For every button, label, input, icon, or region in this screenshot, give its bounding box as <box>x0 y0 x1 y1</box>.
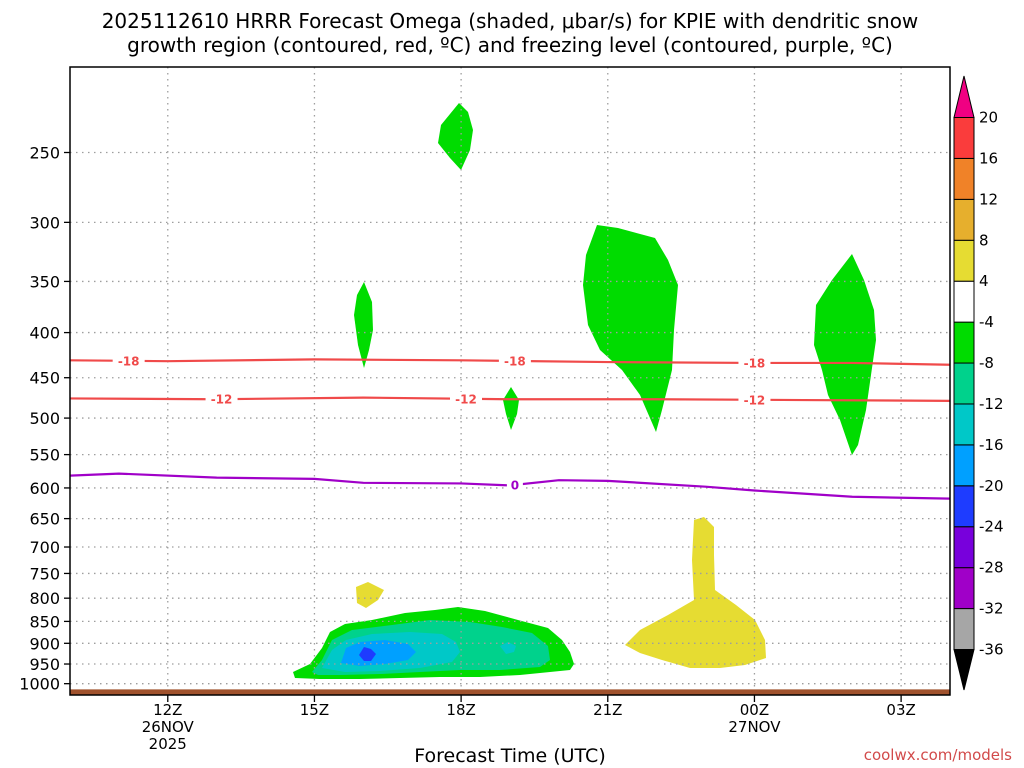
contour-label--18-0: -18 <box>118 354 140 368</box>
grid-lines <box>70 67 950 695</box>
plot-frame <box>69 66 951 696</box>
colorbar-box--8-to--4 <box>953 321 975 364</box>
y-tick-label-750: 750 <box>29 564 60 583</box>
colorbar-box-16-to-20 <box>953 117 975 159</box>
contour-label-bg--18-1 <box>498 353 531 368</box>
omega-region-sinking-16z <box>356 582 384 608</box>
omega-region-upper-18z <box>438 103 473 170</box>
x-tick-date-00Z: 27NOV <box>728 718 781 736</box>
x-tick-label-18Z: 18Z <box>446 701 475 719</box>
colorbar-label-20: 20 <box>979 109 998 127</box>
y-tick-label-700: 700 <box>29 538 60 557</box>
omega-region-mid-01z <box>814 254 876 455</box>
colorbar-arrow-high <box>953 75 975 118</box>
y-tick-label-500: 500 <box>29 409 60 428</box>
y-tick-label-600: 600 <box>29 479 60 498</box>
y-tick-label-550: 550 <box>29 446 60 465</box>
plot-area: -18 -18 -18 -12 -12 -12 0 <box>69 66 951 696</box>
y-tick-label-1000: 1000 <box>19 675 60 694</box>
contour-label-0-0: 0 <box>511 478 519 492</box>
colorbar: -36 -32 -28 -24 -20 -16 -12 -8 -4 4 8 12 16 20 <box>953 75 1004 691</box>
credit-text: coolwx.com/models <box>864 746 1012 764</box>
omega-region-mid-19z <box>503 387 519 430</box>
omega-region-lower-neg16 <box>341 640 416 666</box>
contour-label--18-2: -18 <box>744 356 766 370</box>
colorbar-label--24: -24 <box>979 518 1004 536</box>
y-tick-label-850: 850 <box>29 612 60 631</box>
colorbar-label--28: -28 <box>979 559 1004 577</box>
colorbar-box--16-to--12 <box>953 403 975 446</box>
contour-label-bg--12-1 <box>450 391 482 406</box>
colorbar-box--4-to-4 <box>953 280 975 323</box>
y-axis: 250 300 350 400 450 500 550 600 650 700 750 800 850 9… <box>19 143 70 694</box>
y-tick-label-900: 900 <box>29 634 60 653</box>
colorbar-label-4: 4 <box>979 272 989 290</box>
contour-label-bg--18-2 <box>738 355 771 370</box>
omega-region-mid-16z <box>354 282 373 368</box>
colorbar-label--4: -4 <box>979 313 994 331</box>
contour-label--12-2: -12 <box>744 393 766 407</box>
ground-surface <box>70 689 950 695</box>
y-tick-label-800: 800 <box>29 589 60 608</box>
colorbar-label--20: -20 <box>979 477 1004 495</box>
y-tick-label-400: 400 <box>29 324 60 343</box>
y-tick-label-650: 650 <box>29 510 60 529</box>
colorbar-box--36-to--32 <box>953 608 975 650</box>
colorbar-label-16: 16 <box>979 149 998 167</box>
x-axis-title: Forecast Time (UTC) <box>414 745 605 767</box>
chart-title-line-1: 2025112610 HRRR Forecast Omega (shaded, … <box>102 9 919 33</box>
colorbar-label--16: -16 <box>979 436 1004 454</box>
contour-label--18-1: -18 <box>504 354 526 368</box>
x-tick-label-00Z: 00Z <box>740 701 769 719</box>
y-tick-label-300: 300 <box>29 213 60 232</box>
plot-background <box>70 67 950 695</box>
y-tick-label-450: 450 <box>29 369 60 388</box>
colorbar-label-8: 8 <box>979 231 989 249</box>
omega-region-lower-neg12b <box>500 642 516 654</box>
colorbar-box-12-to-16 <box>953 157 975 200</box>
omega-region-sinking-23z <box>625 517 766 668</box>
colorbar-arrow-low <box>953 649 975 691</box>
x-tick-label-15Z: 15Z <box>300 701 329 719</box>
omega-region-lower-neg20 <box>359 647 376 661</box>
colorbar-box--12-to--8 <box>953 362 975 405</box>
contour-line-0 <box>69 472 951 500</box>
y-tick-label-350: 350 <box>29 272 60 291</box>
chart-title-line-2: growth region (contoured, red, ºC) and f… <box>127 33 893 57</box>
colorbar-label-12: 12 <box>979 190 998 208</box>
colorbar-label--8: -8 <box>979 354 994 372</box>
colorbar-box-4-to-8 <box>953 239 975 282</box>
y-tick-label-250: 250 <box>29 143 60 162</box>
x-tick-year-12Z: 2025 <box>149 735 187 753</box>
contour-label-bg--12-2 <box>738 392 771 407</box>
contour-label-bg--18-0 <box>112 353 145 368</box>
colorbar-box--28-to--24 <box>953 526 975 569</box>
x-tick-label-03Z: 03Z <box>886 701 915 719</box>
contour-line--18 <box>69 358 951 366</box>
omega-shading <box>293 103 876 679</box>
colorbar-box--24-to--20 <box>953 485 975 528</box>
contour-label--12-1: -12 <box>455 392 477 406</box>
temperature-contours: -18 -18 -18 -12 -12 -12 0 <box>69 353 951 500</box>
contour-label-bg--12-0 <box>205 392 238 407</box>
omega-region-mid-22z <box>583 225 678 432</box>
colorbar-label--36: -36 <box>979 641 1004 659</box>
y-tick-label-950: 950 <box>29 655 60 674</box>
colorbar-box-8-to-12 <box>953 198 975 241</box>
x-tick-date-12Z: 26NOV <box>142 718 195 736</box>
contour-label--12-0: -12 <box>211 393 233 407</box>
x-tick-label-21Z: 21Z <box>593 701 622 719</box>
contour-label-bg-0-0 <box>506 477 523 492</box>
colorbar-label--32: -32 <box>979 600 1004 618</box>
x-tick-label-12Z: 12Z <box>153 701 182 719</box>
colorbar-box--20-to--16 <box>953 444 975 487</box>
colorbar-box--32-to--28 <box>953 567 975 610</box>
colorbar-label--12: -12 <box>979 395 1004 413</box>
